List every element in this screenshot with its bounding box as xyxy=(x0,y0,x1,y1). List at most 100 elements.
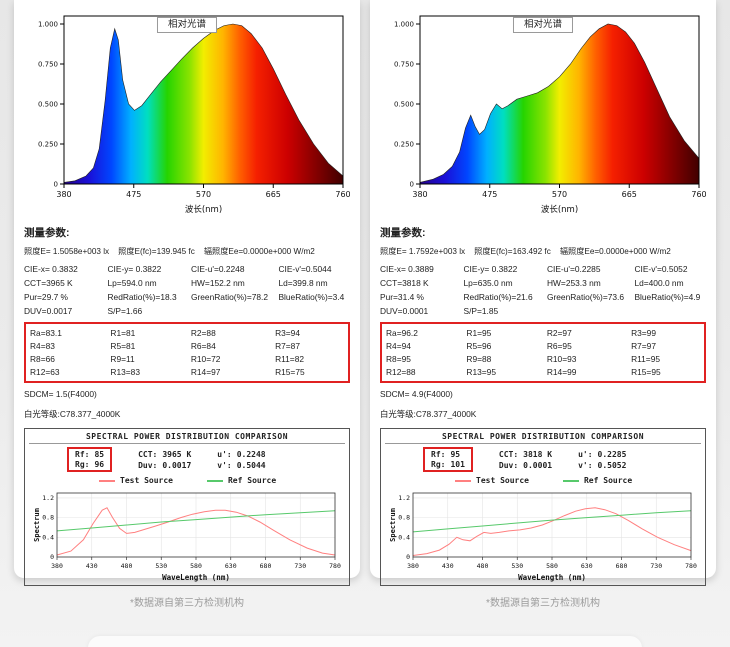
irradiance: 辐照度Ee=0.0000e+000 W/m2 xyxy=(559,247,671,256)
param-cell: S/P=1.66 xyxy=(107,306,143,316)
ref-source-line-swatch xyxy=(206,479,223,482)
svg-text:WaveLength (nm): WaveLength (nm) xyxy=(162,573,230,582)
param-cell: CIE-y= 0.3822 xyxy=(107,264,162,274)
legend-label: Test Source xyxy=(476,476,529,485)
param-cell: S/P=1.85 xyxy=(463,306,499,316)
param-cell: CIE-v'=0.5052 xyxy=(634,264,688,274)
u-prime-value: 0.2285 xyxy=(597,449,627,459)
param-cell: BlueRatio(%)=3.4 xyxy=(278,292,345,302)
rf-value: 85 xyxy=(94,450,105,459)
legend-ref-source: Ref Source xyxy=(562,476,633,485)
rf-value: 95 xyxy=(450,450,461,459)
u-prime-value: 0.2248 xyxy=(236,449,266,459)
svg-text:570: 570 xyxy=(196,190,211,199)
legend-test-source: Test Source xyxy=(99,476,173,485)
cri-values-highlight-box: Ra=96.2 R1=95 R2=97 R3=99 R4=94 R5=96 R6… xyxy=(380,322,706,383)
svg-text:Spectrum: Spectrum xyxy=(33,508,41,542)
rf-rg-highlight-box: Rf: 85 Rg: 96 xyxy=(67,447,113,472)
duv-label: Duv: xyxy=(138,460,158,470)
cri-cell: R6=84 xyxy=(190,341,216,351)
param-cell: CIE-x= 0.3832 xyxy=(24,264,78,274)
param-cell: Pur=31.4 % xyxy=(380,292,424,302)
svg-text:780: 780 xyxy=(685,562,697,570)
spd-legend: Test Source Ref Source xyxy=(29,474,345,487)
param-cell: CIE-u'=0.2285 xyxy=(546,264,601,274)
svg-text:Spectrum: Spectrum xyxy=(389,508,397,542)
duv-value: 0.0017 xyxy=(162,460,192,470)
legend-label: Test Source xyxy=(120,476,173,485)
next-section-card-edge xyxy=(88,636,642,647)
chart-title: 相对光谱 xyxy=(156,17,218,33)
cri-cell: R11=82 xyxy=(275,354,305,364)
svg-text:0.250: 0.250 xyxy=(38,141,58,149)
cct-label: CCT: xyxy=(498,449,519,459)
param-cell: DUV=0.0001 xyxy=(380,306,429,316)
svg-text:0.750: 0.750 xyxy=(394,61,414,69)
svg-text:730: 730 xyxy=(650,562,662,570)
cri-cell: R15=95 xyxy=(631,367,661,377)
rf-label: Rf: xyxy=(75,450,90,459)
test-report-card-left: 380 475 570 665 760 0 0.250 0.500 0.750 1.000 波长(n… xyxy=(14,0,360,609)
svg-text:1.2: 1.2 xyxy=(398,494,410,502)
svg-text:680: 680 xyxy=(260,562,272,570)
relative-spectrum-chart-right: 380 475 570 665 760 0 0.250 0.500 0.750 1.000 波长(n… xyxy=(380,6,706,220)
svg-text:1.000: 1.000 xyxy=(394,21,414,29)
ref-source-line-swatch xyxy=(562,479,579,482)
v-prime-value: 0.5044 xyxy=(236,460,266,470)
svg-text:0.250: 0.250 xyxy=(394,141,414,149)
cri-cell: R5=96 xyxy=(466,341,492,351)
legend-label: Ref Source xyxy=(583,476,633,485)
param-cell: RedRatio(%)=18.3 xyxy=(107,292,177,302)
param-cell: Lp=594.0 nm xyxy=(107,278,157,288)
illuminance-lx: 照度E= 1.5058e+003 lx xyxy=(24,247,110,256)
svg-text:760: 760 xyxy=(335,190,350,199)
cri-cell: R12=63 xyxy=(30,367,60,377)
cri-cell: R13=83 xyxy=(110,367,140,377)
cri-cell: R4=83 xyxy=(30,341,55,351)
param-cell xyxy=(634,306,706,316)
svg-text:475: 475 xyxy=(126,190,141,199)
data-source-note: *数据源自第三方检测机构 xyxy=(486,598,600,609)
param-cell: GreenRatio(%)=73.6 xyxy=(546,292,625,302)
svg-text:680: 680 xyxy=(616,562,628,570)
svg-text:630: 630 xyxy=(581,562,593,570)
legend-ref-source: Ref Source xyxy=(206,476,276,485)
svg-text:665: 665 xyxy=(622,190,637,199)
spectrum-plot: 380 475 570 665 760 0 0.250 0.500 0.750 1.000 波长(n… xyxy=(38,15,350,215)
illuminance-row: 照度E= 1.7592e+003 lx 照度E(fc)=163.492 fc 辐… xyxy=(380,245,706,257)
rg-value: 96 xyxy=(94,460,105,469)
illuminance-fc: 照度E(fc)=139.945 fc xyxy=(118,247,195,256)
svg-text:630: 630 xyxy=(225,562,237,570)
cri-cell: R6=95 xyxy=(546,341,572,351)
illuminance-fc: 照度E(fc)=163.492 fc xyxy=(474,247,551,256)
cri-cell: R15=75 xyxy=(275,367,305,377)
svg-text:580: 580 xyxy=(546,562,558,570)
cri-cell: R13=95 xyxy=(466,367,496,377)
cri-values-highlight-box: Ra=83.1 R1=81 R2=88 R3=94 R4=83 R5=81 R6… xyxy=(24,322,350,383)
svg-text:0.750: 0.750 xyxy=(38,61,58,69)
param-cell: CIE-y= 0.3822 xyxy=(463,264,518,274)
parameter-grid: CIE-x= 0.3889 CIE-y= 0.3822 CIE-u'=0.228… xyxy=(380,264,706,316)
chart-title: 相对光谱 xyxy=(512,17,574,33)
svg-text:480: 480 xyxy=(121,562,133,570)
svg-text:0.8: 0.8 xyxy=(42,514,54,522)
white-light-grade: 白光等级:C78.377_4000K xyxy=(380,409,477,419)
spectrum-plot: 380 475 570 665 760 0 0.250 0.500 0.750 1.000 波长(n… xyxy=(394,15,706,215)
svg-text:0.4: 0.4 xyxy=(42,533,54,541)
svg-text:780: 780 xyxy=(329,562,341,570)
spd-metrics: Rf: 85 Rg: 96 CCT: 3965 K Duv: 0.0017 u': 0.2… xyxy=(29,444,345,474)
svg-text:波长(nm): 波长(nm) xyxy=(541,204,578,215)
measurement-heading: 测量参数: xyxy=(380,227,426,239)
svg-text:430: 430 xyxy=(442,562,454,570)
cri-cell: R3=99 xyxy=(631,328,656,338)
spd-comparison-plot: 380 430 480 530 580 630 680 730 780 0 0.4 0.8 1.2 Wav… xyxy=(33,492,341,582)
v-prime-label: v': xyxy=(578,460,593,470)
rf-label: Rf: xyxy=(431,450,446,459)
u-prime-label: u': xyxy=(217,449,232,459)
svg-text:0: 0 xyxy=(410,181,414,189)
cri-cell: R3=94 xyxy=(275,328,300,338)
rg-label: Rg: xyxy=(75,460,90,469)
cri-cell: R11=95 xyxy=(631,354,661,364)
spd-comparison-box: SPECTRAL POWER DISTRIBUTION COMPARISON R… xyxy=(380,428,706,586)
